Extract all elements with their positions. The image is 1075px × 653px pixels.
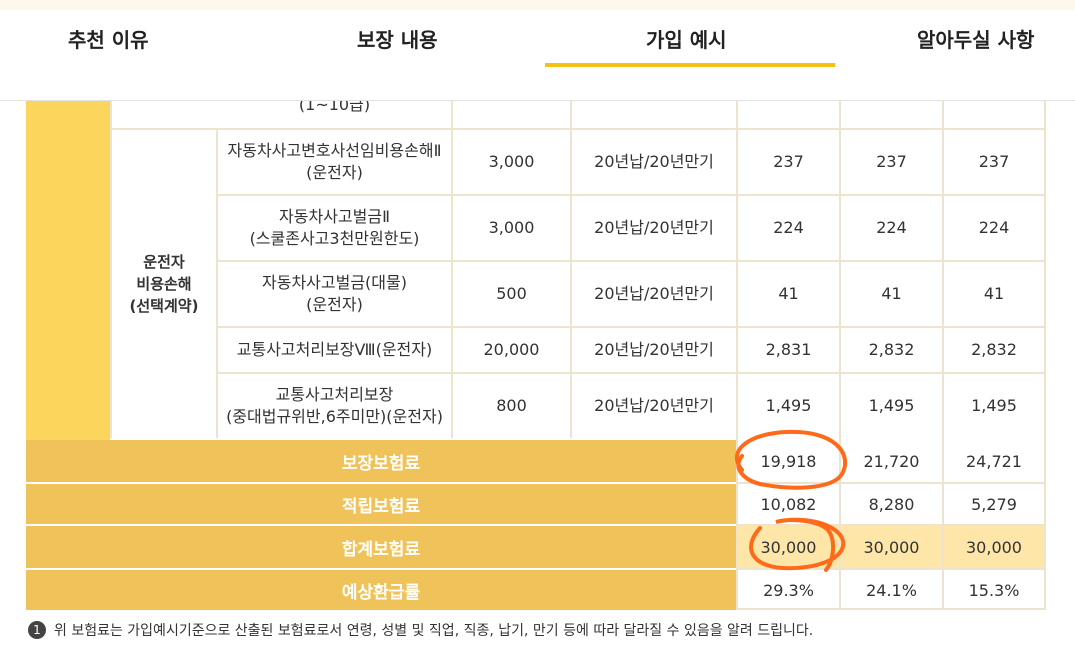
summary-total-premium-3: 30,000 xyxy=(944,526,1044,568)
grid-line xyxy=(216,194,1046,196)
row-name: 자동차사고벌금(대물) (운전자) xyxy=(218,262,451,326)
row-premium-3: 2,832 xyxy=(944,328,1044,372)
grid-line xyxy=(736,482,1046,484)
row-amount: 3,000 xyxy=(453,130,570,194)
row-premium-1: 41 xyxy=(738,262,839,326)
row-premium-1: 2,831 xyxy=(738,328,839,372)
footnote-text: 위 보험료는 가입예시기준으로 산출된 보험료로서 연령, 성별 및 직업, 직… xyxy=(54,623,814,639)
tab-recommend-reason[interactable]: 추천 이유 xyxy=(68,28,149,52)
grid-line xyxy=(216,326,1046,328)
row-premium-2: 41 xyxy=(841,262,942,326)
row-premium-2: 1,495 xyxy=(841,374,942,438)
row-amount: 20,000 xyxy=(453,328,570,372)
grid-line xyxy=(451,100,453,438)
tab-notices[interactable]: 알아두실 사항 xyxy=(917,28,1035,52)
tab-enroll-example[interactable]: 가입 예시 xyxy=(646,28,727,52)
row-premium-1: 224 xyxy=(738,196,839,260)
footnote-number-icon: 1 xyxy=(28,621,46,639)
grid-line xyxy=(736,568,1046,570)
row-period: 20년납/20년만기 xyxy=(572,262,736,326)
summary-coverage-premium-1: 19,918 xyxy=(760,451,817,471)
row-premium-2: 237 xyxy=(841,130,942,194)
grid-line xyxy=(216,372,1046,374)
top-strip xyxy=(0,0,1075,10)
grid-line xyxy=(110,128,1046,130)
summary-label-total-premium: 합계보험료 xyxy=(26,526,736,568)
row-period: 20년납/20년만기 xyxy=(572,328,736,372)
grid-line xyxy=(736,100,738,610)
summary-refund-rate-2: 24.1% xyxy=(866,580,917,600)
summary-label-savings-premium: 적립보험료 xyxy=(26,484,736,524)
summary-savings-premium-3: 5,279 xyxy=(971,494,1017,514)
summary-refund-rate-1: 29.3% xyxy=(763,580,814,600)
row-premium-2: 2,832 xyxy=(841,328,942,372)
row-premium-3: 41 xyxy=(944,262,1044,326)
active-tab-indicator xyxy=(545,63,835,67)
row-premium-2: 224 xyxy=(841,196,942,260)
tab-bar: 추천 이유 보장 내용 가입 예시 알아두실 사항 xyxy=(0,10,1075,101)
summary-label-refund-rate: 예상환급률 xyxy=(26,570,736,610)
grid-line xyxy=(736,524,1046,526)
group-label: 운전자 비용손해 (선택계약) xyxy=(112,130,216,438)
summary-refund-rate-3: 15.3% xyxy=(968,580,1020,600)
row-amount: 800 xyxy=(453,374,570,438)
category-stripe xyxy=(26,100,110,440)
grid-line xyxy=(736,608,1046,610)
grid-line xyxy=(110,100,112,438)
summary-savings-premium-2: 8,280 xyxy=(868,494,915,514)
row-premium-3: 237 xyxy=(944,130,1044,194)
grid-line xyxy=(570,100,572,438)
summary-label-coverage-premium: 보장보험료 xyxy=(26,440,736,482)
grid-line xyxy=(216,260,1046,262)
summary-total-premium-2: 30,000 xyxy=(841,526,942,568)
row-amount: 500 xyxy=(453,262,570,326)
row-period: 20년납/20년만기 xyxy=(572,374,736,438)
grid-line xyxy=(839,100,841,610)
row-premium-1: 237 xyxy=(738,130,839,194)
row-period: 20년납/20년만기 xyxy=(572,130,736,194)
grid-line xyxy=(216,130,218,438)
tab-coverage[interactable]: 보장 내용 xyxy=(357,28,438,52)
summary-total-premium-1: 30,000 xyxy=(738,526,839,568)
row-name: 자동차사고변호사선임비용손해Ⅱ (운전자) xyxy=(218,130,451,194)
footnote: 1 위 보험료는 가입예시기준으로 산출된 보험료로서 연령, 성별 및 직업,… xyxy=(28,620,813,640)
row-amount: 3,000 xyxy=(453,196,570,260)
row-premium-1: 1,495 xyxy=(738,374,839,438)
summary-coverage-premium-3: 24,721 xyxy=(966,451,1022,471)
row-name: 교통사고처리보장 (중대법규위반,6주미만)(운전자) xyxy=(218,374,451,438)
grid-line xyxy=(1044,100,1046,610)
row-period: 20년납/20년만기 xyxy=(572,196,736,260)
row-name: 자동차사고벌금Ⅱ (스쿨존사고3천만원한도) xyxy=(218,196,451,260)
summary-savings-premium-1: 10,082 xyxy=(760,494,817,514)
grid-line xyxy=(942,100,944,610)
row-premium-3: 1,495 xyxy=(944,374,1044,438)
summary-coverage-premium-2: 21,720 xyxy=(863,451,920,471)
row-name: 교통사고처리보장Ⅷ(운전자) xyxy=(218,328,451,372)
row-premium-3: 224 xyxy=(944,196,1044,260)
